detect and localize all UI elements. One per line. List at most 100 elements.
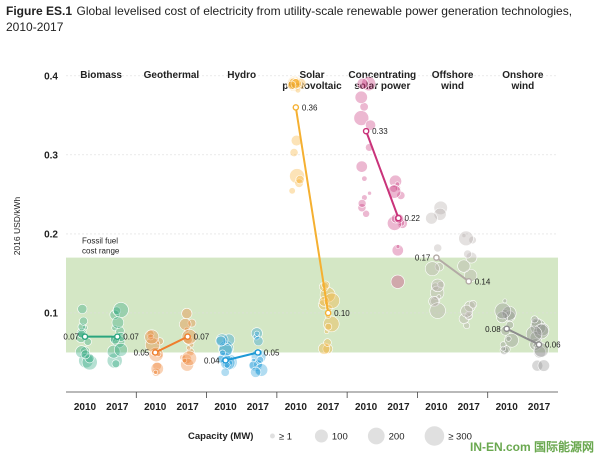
project-bubble [113, 302, 129, 318]
project-bubble [323, 292, 340, 309]
project-bubble [256, 356, 264, 364]
category-label-hydro-1: Hydro [227, 70, 256, 81]
x-tick-hydro-2010: 2010 [214, 402, 237, 413]
value-label-2017-hydro: 0.05 [264, 348, 280, 357]
project-bubble [324, 322, 333, 331]
project-bubble [250, 366, 262, 378]
value-label-2017-solar-photovoltaic: 0.10 [334, 309, 350, 318]
value-label-2010-offshore-wind: 0.17 [415, 254, 431, 263]
x-tick-concentrating-solar-power-2017: 2017 [387, 402, 410, 413]
project-bubble [80, 349, 91, 360]
y-tick-0.2: 0.2 [44, 229, 58, 240]
project-bubble [433, 207, 447, 221]
project-bubble [144, 329, 160, 345]
project-bubble [433, 243, 443, 253]
project-bubble [153, 369, 159, 375]
average-point-2010-onshore-wind [503, 325, 510, 333]
project-bubble [295, 175, 305, 185]
value-label-2010-solar-photovoltaic: 0.36 [302, 103, 318, 112]
average-trend-line-hydro [225, 351, 259, 362]
figure-title-line1: Global levelised cost of electricity fro… [76, 4, 573, 18]
category-label-onshore-wind-1: Onshore [502, 70, 544, 81]
project-bubble [253, 330, 260, 337]
x-tick-biomass-2017: 2017 [106, 402, 129, 413]
fossil-band-label-line2: cost range [82, 247, 120, 256]
fossil-band-label-line1: Fossil fuel [82, 237, 118, 246]
legend-label-1: 100 [332, 432, 348, 443]
project-bubble [84, 353, 95, 364]
x-tick-hydro-2017: 2017 [247, 402, 270, 413]
legend-label-0: ≥ 1 [279, 432, 292, 443]
x-tick-solar-photovoltaic-2017: 2017 [317, 402, 340, 413]
project-bubble [186, 345, 192, 351]
average-point-2010-concentrating-solar-power [362, 127, 370, 135]
category-label-geothermal-1: Geothermal [144, 70, 200, 81]
project-bubble [362, 209, 370, 218]
project-bubble [219, 349, 226, 357]
project-bubble [457, 259, 471, 273]
project-bubble [79, 316, 88, 326]
x-tick-offshore-wind-2010: 2010 [425, 402, 448, 413]
average-trend-line-geothermal [154, 335, 189, 354]
value-label-2010-biomass: 0.07 [63, 333, 79, 342]
value-label-2017-biomass: 0.07 [123, 333, 139, 342]
project-bubble [357, 203, 367, 213]
project-bubble [365, 119, 377, 131]
project-bubble [294, 178, 304, 188]
project-bubble [361, 76, 377, 92]
project-bubble [429, 302, 446, 319]
category-label-biomass-1: Biomass [80, 70, 122, 81]
project-bubble [288, 187, 296, 195]
project-bubble [463, 322, 471, 329]
value-label-2017-offshore-wind: 0.14 [475, 277, 491, 286]
project-bubble [353, 110, 370, 126]
average-trend-line-solar-photovoltaic [294, 107, 330, 314]
project-bubble [250, 327, 263, 340]
project-bubble [460, 304, 474, 318]
project-bubble [215, 335, 227, 347]
category-label-solar-photovoltaic-1: Solar [299, 70, 324, 81]
project-bubble [111, 324, 118, 332]
legend-label-3: ≥ 300 [448, 432, 472, 443]
average-point-2017-geothermal [184, 333, 191, 340]
category-label-solar-photovoltaic-2: photovoltaic [282, 81, 342, 92]
project-bubble [289, 168, 305, 184]
average-point-2017-concentrating-solar-power [395, 214, 402, 222]
project-bubble [458, 313, 470, 325]
average-trend-line-offshore-wind [435, 256, 470, 283]
y-tick-0.1: 0.1 [44, 308, 58, 319]
value-label-2017-geothermal: 0.07 [194, 333, 210, 342]
project-bubble [81, 354, 98, 371]
average-point-2010-offshore-wind [433, 254, 440, 261]
project-bubble [147, 333, 154, 341]
x-tick-onshore-wind-2010: 2010 [496, 402, 519, 413]
project-bubble [436, 294, 442, 300]
project-bubble [220, 367, 230, 377]
project-bubble [357, 199, 367, 208]
project-bubble [179, 318, 192, 331]
project-bubble [537, 359, 550, 372]
project-bubble [106, 352, 123, 369]
project-bubble [77, 304, 88, 314]
project-bubble [494, 302, 512, 320]
x-tick-biomass-2010: 2010 [74, 402, 97, 413]
x-tick-geothermal-2010: 2010 [144, 402, 167, 413]
average-point-2017-hydro [254, 349, 262, 356]
project-bubble [113, 342, 128, 357]
value-label-2017-onshore-wind: 0.06 [545, 341, 561, 350]
value-label-2010-concentrating-solar-power: 0.33 [372, 127, 388, 136]
project-bubble [468, 235, 477, 245]
category-label-onshore-wind-2: wind [510, 81, 534, 92]
project-bubble [180, 357, 194, 372]
project-bubble [150, 362, 164, 376]
legend-bubble-1 [314, 429, 328, 443]
y-tick-0.4: 0.4 [44, 71, 58, 82]
average-point-2010-hydro [222, 357, 229, 364]
project-bubble [355, 160, 368, 173]
average-point-2010-solar-photovoltaic [292, 104, 300, 111]
value-label-2010-onshore-wind: 0.08 [485, 325, 501, 334]
project-bubble [361, 175, 368, 182]
project-bubble [500, 346, 507, 352]
project-bubble [181, 350, 197, 367]
fossil-fuel-band [66, 257, 558, 353]
